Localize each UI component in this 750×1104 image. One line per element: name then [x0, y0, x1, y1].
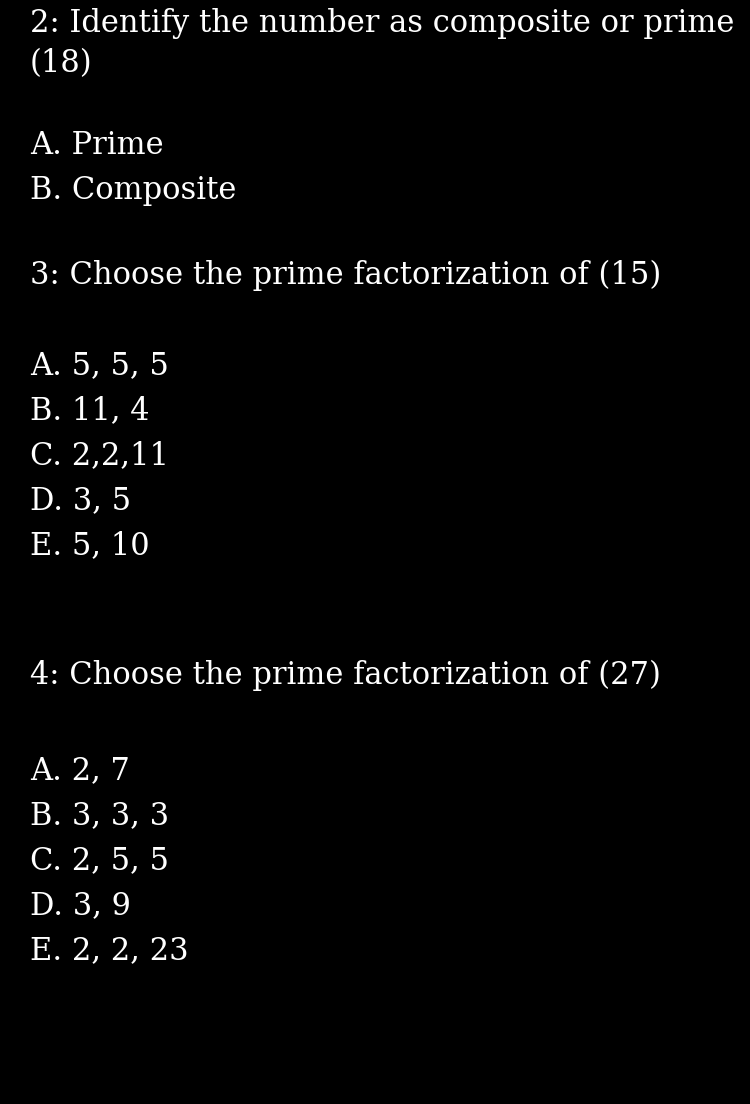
Text: 2: Identify the number as composite or prime: 2: Identify the number as composite or p… [30, 8, 734, 39]
Text: 4: Choose the prime factorization of (27): 4: Choose the prime factorization of (27… [30, 660, 661, 691]
Text: B. 3, 3, 3: B. 3, 3, 3 [30, 800, 170, 831]
Text: A. 2, 7: A. 2, 7 [30, 755, 130, 786]
Text: C. 2, 5, 5: C. 2, 5, 5 [30, 845, 169, 875]
Text: D. 3, 5: D. 3, 5 [30, 485, 131, 516]
Text: C. 2,2,11: C. 2,2,11 [30, 440, 169, 471]
Text: (18): (18) [30, 47, 93, 79]
Text: B. Composite: B. Composite [30, 176, 236, 206]
Text: A. 5, 5, 5: A. 5, 5, 5 [30, 350, 169, 381]
Text: E. 2, 2, 23: E. 2, 2, 23 [30, 935, 189, 966]
Text: D. 3, 9: D. 3, 9 [30, 890, 130, 921]
Text: 3: Choose the prime factorization of (15): 3: Choose the prime factorization of (15… [30, 261, 662, 291]
Text: E. 5, 10: E. 5, 10 [30, 530, 149, 561]
Text: B. 11, 4: B. 11, 4 [30, 395, 149, 426]
Text: A. Prime: A. Prime [30, 130, 164, 161]
